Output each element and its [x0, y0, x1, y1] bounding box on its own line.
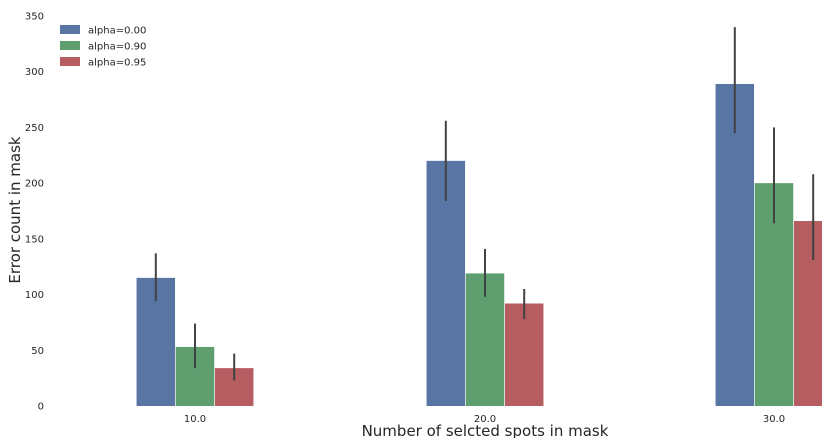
legend-item: alpha=0.95	[60, 57, 146, 69]
legend-item: alpha=0.00	[60, 25, 146, 37]
legend-label: alpha=0.90	[88, 42, 146, 53]
y-tick-label: 200	[25, 179, 44, 190]
y-tick-label: 100	[25, 290, 44, 301]
x-tick-label: 30.0	[763, 414, 785, 425]
x-axis-ticks: 10.0 20.0 30.0	[184, 414, 785, 425]
legend-swatch	[60, 41, 80, 50]
legend: alpha=0.00 alpha=0.90 alpha=0.95	[60, 25, 146, 69]
y-tick-label: 150	[25, 234, 44, 245]
x-tick-label: 20.0	[474, 414, 496, 425]
bar-alpha-0-00-30-0	[715, 83, 755, 406]
y-axis-label: Error count in mask	[6, 136, 24, 283]
x-axis-label: Number of selcted spots in mask	[362, 422, 609, 438]
y-tick-label: 250	[25, 123, 44, 134]
y-axis-ticks: 0 50 100 150 200 250 300 350	[25, 12, 44, 413]
y-tick-label: 50	[31, 346, 44, 357]
legend-swatch	[60, 57, 80, 66]
bars-group	[136, 83, 822, 406]
legend-label: alpha=0.95	[88, 58, 146, 69]
bar-alpha-0-95-30-0	[793, 221, 822, 406]
x-tick-label: 10.0	[184, 414, 206, 425]
legend-swatch	[60, 25, 80, 34]
y-tick-label: 350	[25, 12, 44, 23]
bar-alpha-0-00-20-0	[426, 160, 466, 406]
error-bars-group	[154, 27, 815, 381]
legend-item: alpha=0.90	[60, 41, 146, 53]
y-tick-label: 0	[38, 402, 44, 413]
y-tick-label: 300	[25, 67, 44, 78]
legend-label: alpha=0.00	[88, 26, 146, 37]
bar-alpha-0-95-20-0	[504, 303, 544, 406]
